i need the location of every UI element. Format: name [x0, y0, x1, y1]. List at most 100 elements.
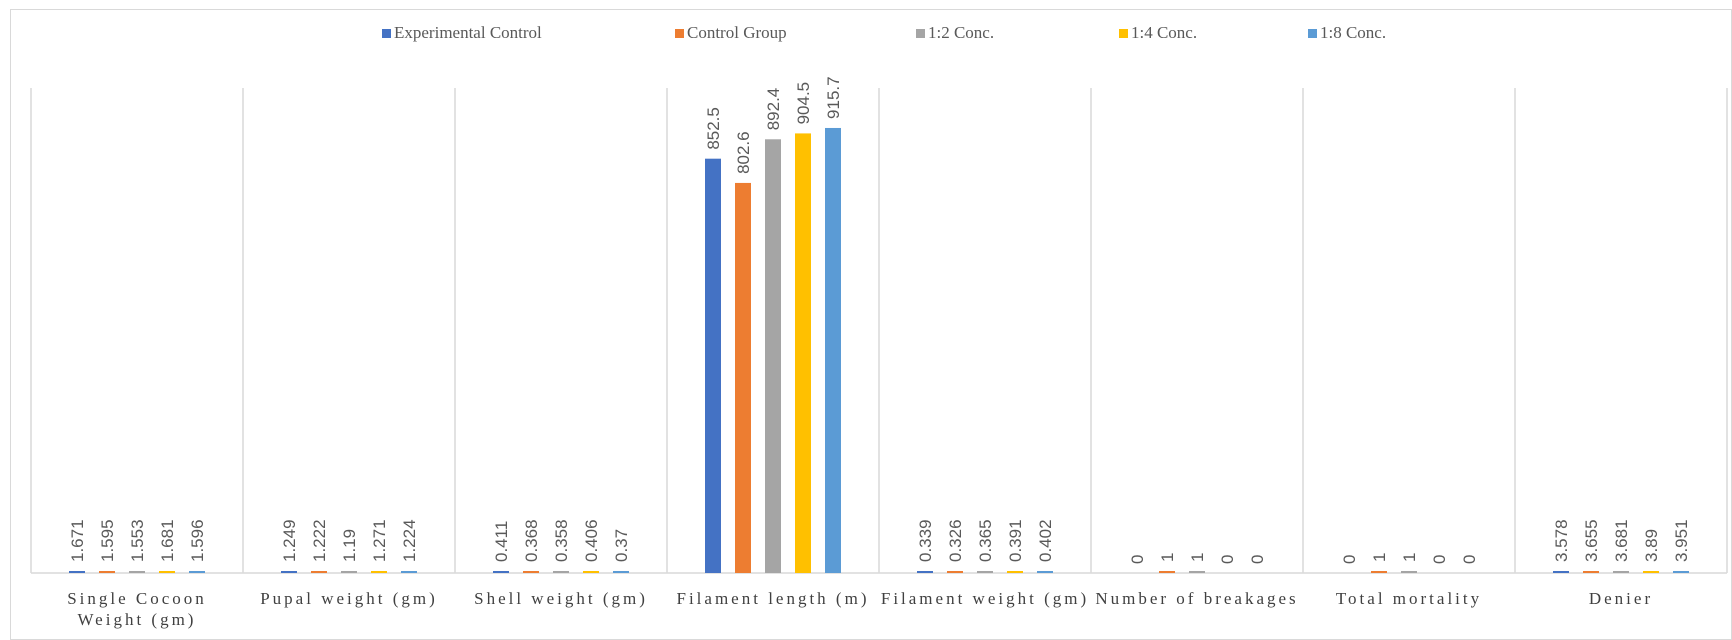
- bar: [1159, 571, 1175, 573]
- data-label: 3.89: [1642, 529, 1661, 562]
- bar: [705, 158, 721, 573]
- data-label: 0: [1218, 555, 1237, 564]
- bar: [1037, 571, 1053, 573]
- bar: [825, 127, 841, 574]
- legend-label: Control Group: [687, 23, 787, 42]
- data-label: 1: [1370, 553, 1389, 562]
- data-label: 0.339: [916, 519, 935, 562]
- data-label: 1: [1188, 553, 1207, 562]
- bar: [523, 571, 539, 573]
- category-label: Number of breakages: [1095, 589, 1299, 608]
- bar: [917, 571, 933, 573]
- data-label: 852.5: [704, 107, 723, 150]
- bar: [493, 571, 509, 573]
- data-label: 1.671: [68, 519, 87, 562]
- data-label: 1.596: [188, 519, 207, 562]
- data-label: 0: [1340, 555, 1359, 564]
- category-label: Filament weight (gm): [880, 589, 1090, 608]
- bar: [99, 571, 115, 573]
- data-label: 1.224: [400, 519, 419, 562]
- category-label: Single Cocoon Weight (gm): [67, 589, 207, 629]
- data-label: 0.411: [492, 521, 511, 562]
- bar: [189, 571, 205, 573]
- bar: [281, 571, 297, 573]
- bar: [1189, 571, 1205, 573]
- data-label: 1.595: [98, 519, 117, 562]
- bar: [159, 571, 175, 573]
- bar: [1007, 571, 1023, 573]
- data-label: 3.681: [1612, 519, 1631, 562]
- data-label: 0.402: [1036, 519, 1055, 562]
- data-label: 1: [1400, 553, 1419, 562]
- legend-swatch: [675, 28, 684, 38]
- legend-label: 1:2 Conc.: [928, 23, 995, 42]
- data-label: 0: [1248, 555, 1267, 564]
- legend-item-1-4-conc: 1:4 Conc.: [1119, 22, 1197, 44]
- bar: [341, 571, 357, 573]
- bar: [69, 571, 85, 573]
- data-label: 1.19: [340, 529, 359, 562]
- data-label: 0.368: [522, 519, 541, 562]
- data-label: 1.553: [128, 519, 147, 562]
- bar: [371, 571, 387, 573]
- bar: [735, 182, 751, 573]
- bar: [765, 139, 781, 574]
- data-label: 1: [1158, 553, 1177, 562]
- legend-item-control-group: Control Group: [675, 22, 787, 44]
- legend-swatch: [1119, 28, 1128, 38]
- data-label: 1.271: [370, 519, 389, 562]
- legend-swatch: [1308, 28, 1317, 38]
- bar: [1553, 571, 1569, 573]
- legend: Experimental Control Control Group 1:2 C…: [0, 22, 1732, 44]
- bar: [1613, 571, 1629, 573]
- bar: [1643, 571, 1659, 573]
- bar: [1371, 571, 1387, 573]
- data-label: 802.6: [734, 131, 753, 174]
- data-label: 3.578: [1552, 519, 1571, 562]
- legend-swatch: [916, 28, 925, 38]
- data-label: 0: [1460, 555, 1479, 564]
- bar: [1583, 571, 1599, 573]
- data-label: 1.222: [310, 519, 329, 562]
- data-label: 0: [1128, 555, 1147, 564]
- category-label: Shell weight (gm): [474, 589, 648, 608]
- bar: [553, 571, 569, 573]
- bar: [947, 571, 963, 573]
- category-label: Denier: [1588, 589, 1654, 608]
- data-label: 1.681: [158, 519, 177, 562]
- data-label: 0.358: [552, 519, 571, 562]
- data-label: 0.365: [976, 519, 995, 562]
- legend-swatch: [382, 28, 391, 38]
- data-label: 0.391: [1006, 519, 1025, 562]
- legend-label: Experimental Control: [394, 23, 542, 42]
- legend-label: 1:8 Conc.: [1320, 23, 1387, 42]
- legend-item-1-2-conc: 1:2 Conc.: [916, 22, 994, 44]
- category-label: Total mortality: [1335, 589, 1483, 608]
- data-label: 3.655: [1582, 519, 1601, 562]
- bar: [129, 571, 145, 573]
- data-label: 3.951: [1672, 519, 1691, 562]
- data-label: 0.37: [612, 529, 631, 562]
- category-label: Pupal weight (gm): [260, 589, 438, 608]
- data-label: 1.249: [280, 519, 299, 562]
- bar: [1401, 571, 1417, 573]
- data-label: 915.7: [824, 76, 843, 119]
- bar: [311, 571, 327, 573]
- bar: [795, 133, 811, 573]
- data-label: 0: [1430, 555, 1449, 564]
- data-label: 904.5: [794, 82, 813, 125]
- bar: [1673, 571, 1689, 573]
- legend-label: 1:4 Conc.: [1131, 23, 1198, 42]
- legend-item-1-8-conc: 1:8 Conc.: [1308, 22, 1386, 44]
- bar: [401, 571, 417, 573]
- chart-area: [10, 9, 1732, 640]
- bar: [583, 571, 599, 573]
- data-label: 0.326: [946, 519, 965, 562]
- bar: [977, 571, 993, 573]
- data-label: 0.406: [582, 519, 601, 562]
- legend-item-experimental-control: Experimental Control: [382, 22, 542, 44]
- category-label: Filament length (m): [676, 589, 870, 608]
- bar: [613, 571, 629, 573]
